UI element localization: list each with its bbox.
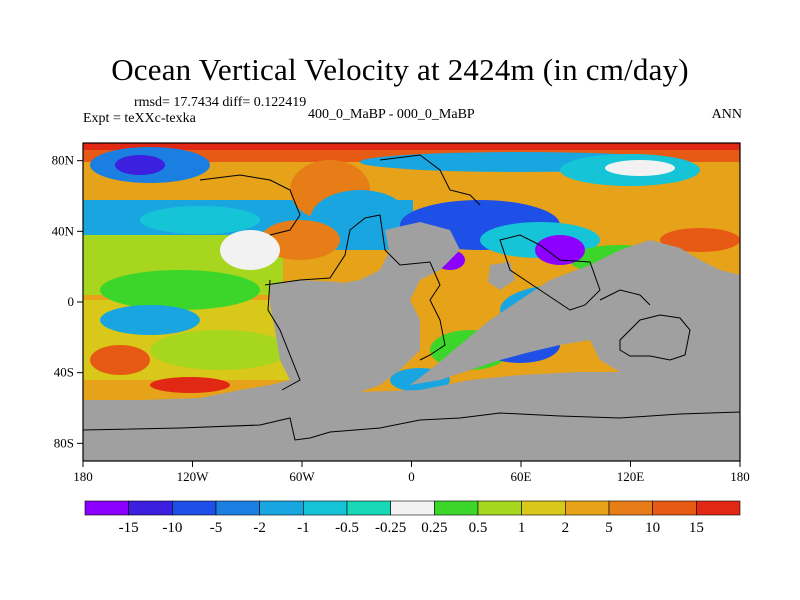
colorbar-label: 0.5 <box>469 520 488 536</box>
colorbar-swatch <box>128 500 173 516</box>
latitude-axis: 80N 40N 0 40S 80S <box>52 153 83 450</box>
lon-label: 120E <box>617 469 645 484</box>
season-label: ANN <box>711 107 742 122</box>
stats-text: rmsd= 17.7434 diff= 0.122419 <box>134 95 307 110</box>
colorbar-swatch <box>84 500 129 516</box>
colorbar-swatch <box>303 500 348 516</box>
map-field <box>83 143 740 461</box>
land-masses <box>83 222 740 461</box>
colorbar-swatch <box>390 500 435 516</box>
colorbar-label: -2 <box>253 520 266 536</box>
colorbar-label: -0.25 <box>375 520 406 536</box>
colorbar-label: -5 <box>210 520 223 536</box>
colorbar-swatch <box>696 500 741 516</box>
lat-label: 40N <box>52 223 75 238</box>
colorbar-label: 2 <box>562 520 570 536</box>
lat-label: 80N <box>52 153 75 168</box>
colorbar-swatch <box>346 500 391 516</box>
colorbar-swatch <box>172 500 217 516</box>
colorbar-swatch <box>477 500 522 516</box>
colorbar-swatch <box>521 500 566 516</box>
lon-label: 60E <box>511 469 532 484</box>
lat-label: 80S <box>54 435 74 450</box>
colorbar-swatch <box>434 500 479 516</box>
colorbar-label: 1 <box>518 520 526 536</box>
colorbar-swatch <box>652 500 697 516</box>
colorbar-swatch <box>215 500 260 516</box>
plot-title: Ocean Vertical Velocity at 2424m (in cm/… <box>111 52 689 87</box>
lon-label: 180 <box>73 469 93 484</box>
longitude-axis: 180 120W 60W 0 60E 120E 180 <box>73 461 750 484</box>
colorbar-swatch <box>565 500 610 516</box>
colorbar-label: 0.25 <box>421 520 447 536</box>
experiment-label: Expt = teXXc-texka <box>83 111 196 126</box>
lon-label: 120W <box>177 469 210 484</box>
colorbar-label: -0.5 <box>335 520 359 536</box>
comparison-label: 400_0_MaBP - 000_0_MaBP <box>308 107 475 122</box>
lat-label: 40S <box>54 365 74 380</box>
colorbar-label: 10 <box>645 520 660 536</box>
colorbar-label: -10 <box>162 520 182 536</box>
colorbar-swatch <box>259 500 304 516</box>
coastlines <box>83 154 740 441</box>
colorbar-swatch <box>608 500 653 516</box>
lat-label: 0 <box>68 294 75 309</box>
colorbar-label: 15 <box>689 520 704 536</box>
lon-label: 180 <box>730 469 750 484</box>
colorbar-label: -1 <box>297 520 310 536</box>
lon-label: 0 <box>408 469 415 484</box>
colorbar-label: 5 <box>605 520 613 536</box>
lon-label: 60W <box>289 469 315 484</box>
colorbar: -15 -10 -5 -2 -1 -0.5 -0.25 0.25 0.5 1 2 5 10 15 <box>84 500 741 536</box>
colorbar-label: -15 <box>119 520 139 536</box>
